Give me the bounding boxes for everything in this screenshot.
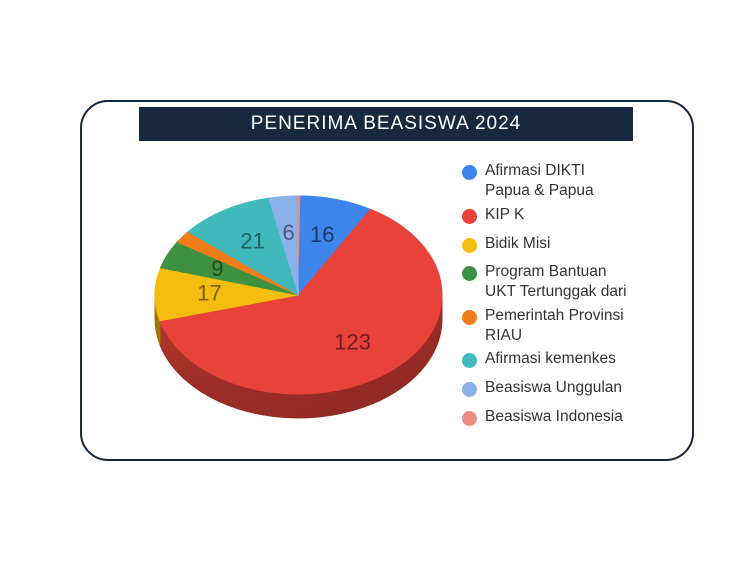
svg-text:21: 21 xyxy=(240,228,264,253)
svg-text:16: 16 xyxy=(310,222,334,247)
svg-text:17: 17 xyxy=(197,281,221,306)
svg-text:123: 123 xyxy=(334,330,371,355)
svg-text:6: 6 xyxy=(282,220,294,245)
svg-text:9: 9 xyxy=(211,256,223,281)
